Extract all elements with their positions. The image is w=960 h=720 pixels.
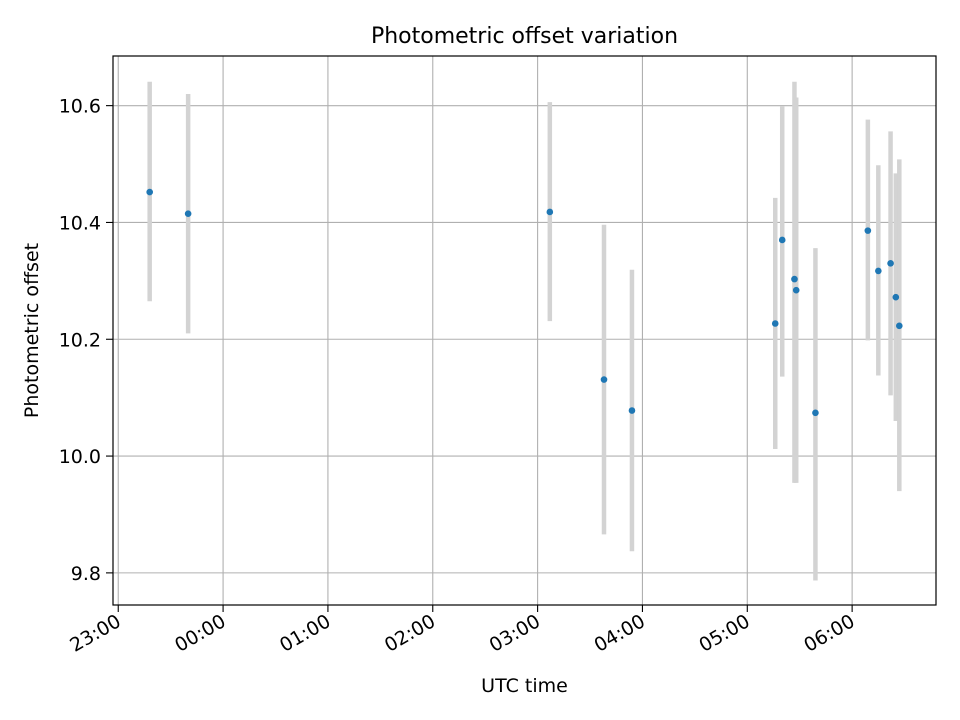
data-point — [600, 376, 608, 383]
y-axis-label: Photometric offset — [21, 243, 43, 418]
data-point — [892, 293, 900, 301]
data-point — [887, 260, 894, 267]
y-tick-label: 10.0 — [59, 446, 101, 468]
y-tick-label: 10.2 — [59, 329, 101, 351]
chart-title: Photometric offset variation — [371, 24, 678, 49]
y-tick-label: 10.4 — [59, 212, 101, 234]
data-point — [864, 227, 872, 234]
data-point — [791, 275, 798, 283]
data-point — [146, 188, 153, 196]
data-point — [812, 409, 819, 417]
grid-lines — [113, 56, 936, 605]
x-axis-label: UTC time — [481, 675, 568, 697]
data-point — [628, 407, 636, 414]
y-tick-label: 9.8 — [71, 563, 101, 585]
data-point — [792, 286, 800, 294]
data-points — [146, 188, 903, 417]
data-point — [896, 322, 903, 330]
y-axis-ticks: 9.8 10.0 10.2 10.4 10.6 — [59, 96, 113, 585]
data-point — [778, 236, 786, 244]
data-point — [771, 320, 779, 327]
plot-frame — [112, 55, 937, 606]
data-point — [875, 267, 882, 275]
y-tick-label: 10.6 — [59, 96, 101, 118]
data-point — [546, 208, 554, 216]
data-point — [184, 210, 192, 217]
